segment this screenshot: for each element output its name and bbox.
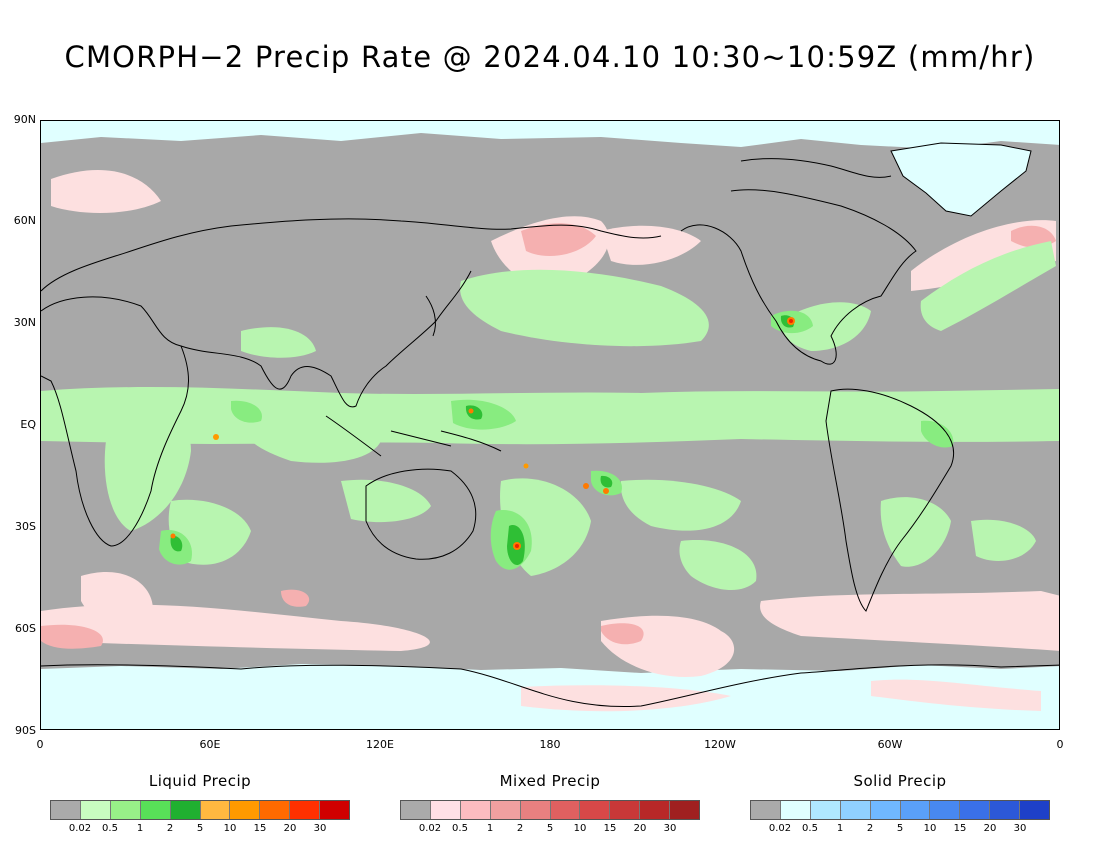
- legend-tick-mixed: 5: [546, 823, 554, 834]
- lat-label-60n: 60N: [13, 214, 36, 227]
- legend-tick-liquid: 2: [166, 823, 174, 834]
- legend-swatch-liquid: [320, 801, 350, 819]
- coast-greenland: [890, 142, 1032, 217]
- legend-tick-solid: 0.02: [768, 823, 792, 834]
- legend-tick-mixed: 30: [663, 823, 677, 834]
- legend-bar-solid: [750, 800, 1050, 820]
- lat-label-30n: 30N: [13, 316, 36, 329]
- legend-swatch-solid: [960, 801, 991, 819]
- mixed-precip-light-regions: [41, 170, 1059, 712]
- legend-swatch-liquid: [110, 801, 141, 819]
- legend-swatch-mixed: [401, 801, 431, 819]
- lon-label-120e: 120E: [366, 738, 394, 751]
- legend-tick-mixed: 0.5: [452, 823, 468, 834]
- lat-label-30s: 30S: [15, 520, 36, 533]
- legend-tick-liquid: 0.5: [102, 823, 118, 834]
- lon-label-180: 180: [539, 738, 561, 751]
- coastlines: [41, 142, 1059, 708]
- legend-swatch-liquid: [140, 801, 171, 819]
- legend-swatch-solid: [840, 801, 871, 819]
- coast-south-asia: [180, 270, 472, 408]
- legend-swatch-liquid: [260, 801, 291, 819]
- coast-japan: [425, 295, 436, 337]
- legend-tick-mixed: 15: [603, 823, 617, 834]
- legend-swatch-mixed: [640, 801, 671, 819]
- legend-swatch-solid: [870, 801, 901, 819]
- legend-swatch-mixed: [610, 801, 641, 819]
- coast-arctic-islands: [740, 158, 892, 178]
- legend-title-solid: Solid Precip: [853, 772, 947, 790]
- coast-north-america: [680, 189, 917, 365]
- lon-label-120w: 120W: [704, 738, 736, 751]
- legend-swatch-liquid: [80, 801, 111, 819]
- legend-tick-mixed: 2: [516, 823, 524, 834]
- legend-tick-solid: 5: [896, 823, 904, 834]
- legend-tick-liquid: 10: [223, 823, 237, 834]
- legend-tick-liquid: 1: [136, 823, 144, 834]
- map-title: CMORPH−2 Precip Rate @ 2024.04.10 10:30~…: [64, 40, 1036, 74]
- legend-swatch-mixed: [580, 801, 611, 819]
- legend-tick-liquid: 30: [313, 823, 327, 834]
- legend-tick-solid: 0.5: [802, 823, 818, 834]
- legend-tick-liquid: 5: [196, 823, 204, 834]
- legend-tick-liquid: 20: [283, 823, 297, 834]
- legend-swatch-mixed: [490, 801, 521, 819]
- lat-label-60s: 60S: [15, 622, 36, 635]
- legend-swatch-liquid: [290, 801, 321, 819]
- legend-tick-solid: 1: [836, 823, 844, 834]
- legend-swatch-solid: [1020, 801, 1050, 819]
- world-map-svg: [41, 121, 1059, 729]
- greenland-snow: [891, 143, 1031, 216]
- legend-bar-mixed: [400, 800, 700, 820]
- legend-title-mixed: Mixed Precip: [499, 772, 601, 790]
- coast-antarctica: [41, 664, 1059, 708]
- lon-label-60e: 60E: [199, 738, 221, 751]
- legend-tick-mixed: 1: [486, 823, 494, 834]
- legend-title-liquid: Liquid Precip: [148, 772, 252, 790]
- legend-swatch-liquid: [230, 801, 261, 819]
- lat-label-90n: 90N: [13, 113, 36, 126]
- legend-swatch-solid: [930, 801, 961, 819]
- legend-swatch-mixed: [520, 801, 551, 819]
- lat-label-90s: 90S: [15, 724, 36, 737]
- legend-tick-solid: 20: [983, 823, 997, 834]
- legend-swatch-liquid: [170, 801, 201, 819]
- lon-label-0: 0: [36, 738, 44, 751]
- legend-tick-liquid: 0.02: [68, 823, 92, 834]
- coast-eurasia: [41, 218, 662, 292]
- legend-bar-liquid: [50, 800, 350, 820]
- legend-swatch-solid: [780, 801, 811, 819]
- legend-swatch-liquid: [51, 801, 81, 819]
- legend-swatch-solid: [751, 801, 781, 819]
- legend-tick-solid: 10: [923, 823, 937, 834]
- legend-tick-mixed: 20: [633, 823, 647, 834]
- legend-swatch-solid: [990, 801, 1021, 819]
- lon-label-0-east: 0: [1056, 738, 1064, 751]
- intense-precip-cores: [170, 317, 795, 550]
- lat-label-eq: EQ: [20, 418, 36, 431]
- legend-swatch-mixed: [550, 801, 581, 819]
- legend-swatch-mixed: [430, 801, 461, 819]
- legend-tick-solid: 30: [1013, 823, 1027, 834]
- lon-label-60w: 60W: [877, 738, 903, 751]
- legend-tick-mixed: 10: [573, 823, 587, 834]
- legend-swatch-liquid: [200, 801, 231, 819]
- legend-tick-solid: 2: [866, 823, 874, 834]
- coast-africa: [41, 296, 189, 547]
- coast-maritime-continent: [325, 415, 502, 457]
- legend-tick-liquid: 15: [253, 823, 267, 834]
- arctic-snow-region: [41, 121, 1059, 149]
- coast-australia: [365, 468, 477, 560]
- mixed-precip-moderate-regions: [41, 223, 1056, 649]
- legend-swatch-mixed: [460, 801, 491, 819]
- precip-map: [40, 120, 1060, 730]
- legend-swatch-solid: [810, 801, 841, 819]
- coast-south-america: [825, 388, 955, 612]
- legend-swatch-mixed: [670, 801, 700, 819]
- legend-tick-mixed: 0.02: [418, 823, 442, 834]
- legend-swatch-solid: [900, 801, 931, 819]
- legend-tick-solid: 15: [953, 823, 967, 834]
